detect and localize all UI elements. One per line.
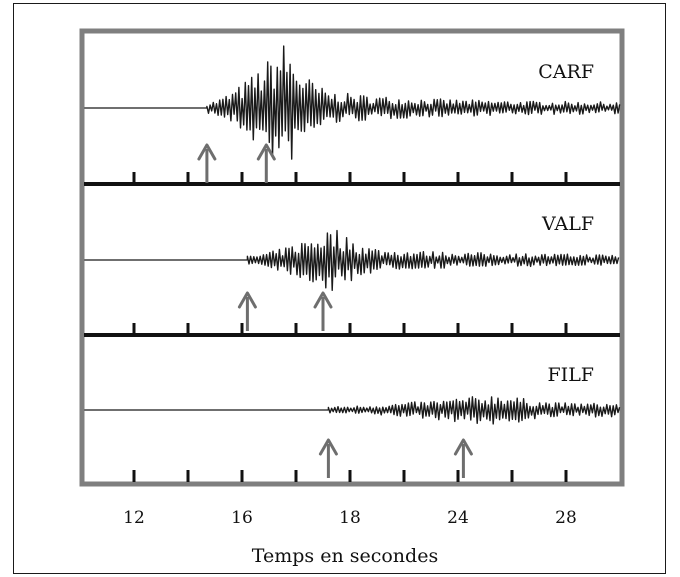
- waveform-valf: [246, 229, 620, 291]
- arrival-arrow-carf-2: [256, 143, 276, 183]
- x-tick-label-12: 12: [123, 508, 145, 528]
- station-label-carf: CARF: [538, 61, 594, 83]
- figure-frame: [13, 3, 666, 574]
- arrival-arrow-filf-2: [453, 438, 473, 478]
- x-axis-ticks: 12 16 18 24 28: [123, 508, 577, 528]
- arrival-arrow-filf-1: [318, 438, 338, 478]
- x-tick-label-28: 28: [555, 508, 577, 528]
- arrival-arrow-valf-2: [313, 291, 333, 331]
- plot-frame: [79, 28, 625, 487]
- x-tick-label-18: 18: [339, 508, 361, 528]
- station-label-filf: FILF: [548, 364, 595, 386]
- x-axis-label: Temps en secondes: [252, 545, 438, 567]
- station-label-valf: VALF: [541, 213, 594, 235]
- arrival-arrow-carf-1: [197, 143, 217, 183]
- x-tick-label-24: 24: [447, 508, 469, 528]
- station-panels: CARF VALF FILF: [84, 45, 621, 482]
- waveform-filf: [327, 396, 621, 425]
- waveform-carf: [206, 45, 621, 160]
- x-tick-label-16: 16: [231, 508, 253, 528]
- arrival-arrow-valf-1: [237, 291, 257, 331]
